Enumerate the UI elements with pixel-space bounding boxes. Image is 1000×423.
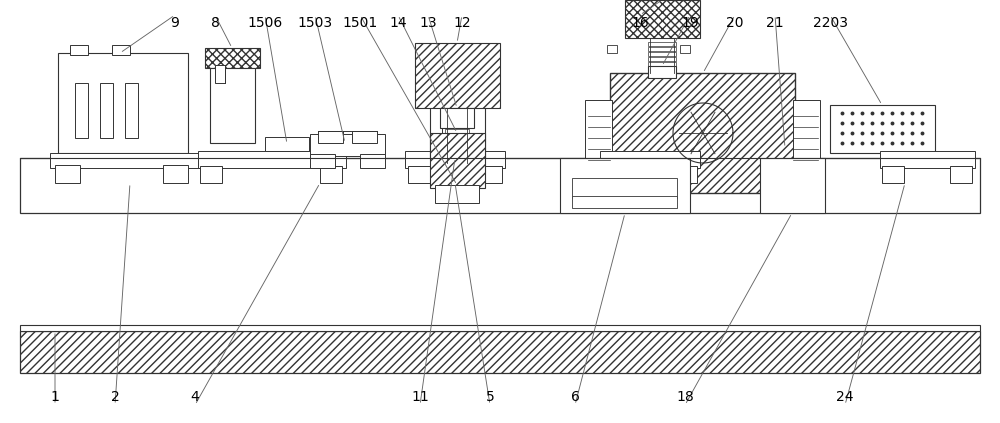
Bar <box>20 158 980 213</box>
Bar <box>572 178 677 198</box>
Bar <box>648 67 676 71</box>
Bar <box>648 57 676 61</box>
Bar <box>680 45 690 53</box>
Text: 6: 6 <box>571 390 579 404</box>
Bar <box>198 151 346 168</box>
Bar <box>440 108 474 128</box>
Bar <box>585 100 612 165</box>
Text: 14: 14 <box>389 16 407 30</box>
Bar <box>760 158 825 213</box>
Text: 11: 11 <box>411 390 429 404</box>
Text: 5: 5 <box>486 390 494 404</box>
Bar <box>793 100 820 165</box>
Bar <box>310 134 385 156</box>
Bar <box>435 185 479 203</box>
Bar <box>445 119 469 123</box>
Bar <box>215 65 225 83</box>
Text: 8: 8 <box>211 16 219 30</box>
Bar <box>265 137 309 151</box>
Text: 4: 4 <box>191 390 199 404</box>
Bar <box>830 105 935 153</box>
Bar <box>445 139 469 143</box>
Bar <box>675 166 697 183</box>
Bar <box>442 97 454 145</box>
Text: 2203: 2203 <box>812 16 848 30</box>
Bar <box>572 196 677 208</box>
Bar <box>112 45 130 55</box>
Text: 9: 9 <box>171 16 179 30</box>
Bar <box>20 331 980 373</box>
Bar <box>648 52 676 56</box>
Bar <box>430 133 485 188</box>
Bar <box>610 73 795 193</box>
Bar <box>882 166 904 183</box>
Bar <box>50 153 198 168</box>
Bar <box>560 158 690 213</box>
Bar <box>605 166 627 183</box>
Bar <box>648 62 676 66</box>
Bar <box>405 151 505 168</box>
Bar <box>430 83 485 158</box>
Bar <box>360 154 385 168</box>
Bar <box>445 134 469 138</box>
Bar <box>58 53 188 153</box>
Bar <box>75 83 88 138</box>
Text: 13: 13 <box>419 16 437 30</box>
Bar <box>480 166 502 183</box>
Bar <box>880 151 975 168</box>
Text: 12: 12 <box>453 16 471 30</box>
Bar <box>100 83 113 138</box>
Bar <box>445 114 469 118</box>
Bar <box>950 166 972 183</box>
Text: 18: 18 <box>676 390 694 404</box>
Bar <box>648 66 676 78</box>
Bar <box>20 325 980 331</box>
Bar <box>55 165 80 183</box>
Bar <box>450 156 462 183</box>
Bar <box>352 131 377 143</box>
Bar <box>445 109 469 113</box>
Text: 24: 24 <box>836 390 854 404</box>
Bar <box>607 45 617 53</box>
Text: 16: 16 <box>631 16 649 30</box>
Text: 1: 1 <box>51 390 59 404</box>
Bar <box>625 0 700 38</box>
Bar <box>648 47 676 51</box>
Bar <box>163 165 188 183</box>
Bar <box>600 151 700 168</box>
Text: 2: 2 <box>111 390 119 404</box>
Text: 20: 20 <box>726 16 744 30</box>
Bar <box>445 129 469 133</box>
Text: 1503: 1503 <box>297 16 333 30</box>
Text: 1506: 1506 <box>247 16 283 30</box>
Bar <box>125 83 138 138</box>
Bar <box>445 124 469 128</box>
Bar <box>205 48 260 68</box>
Bar <box>320 166 342 183</box>
Bar <box>415 43 500 108</box>
Bar <box>200 166 222 183</box>
Bar <box>210 68 255 143</box>
Text: 19: 19 <box>681 16 699 30</box>
Bar <box>408 166 430 183</box>
Bar <box>70 45 88 55</box>
Text: 1501: 1501 <box>342 16 378 30</box>
Bar <box>310 154 335 168</box>
Bar <box>318 131 343 143</box>
Text: 21: 21 <box>766 16 784 30</box>
Bar <box>648 42 676 46</box>
